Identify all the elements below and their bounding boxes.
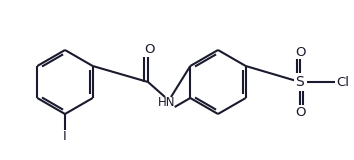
Text: O: O [295, 105, 305, 119]
Text: I: I [63, 129, 67, 143]
Text: HN: HN [158, 96, 176, 108]
Text: S: S [296, 75, 304, 89]
Text: O: O [295, 45, 305, 59]
Text: O: O [144, 43, 154, 56]
Text: Cl: Cl [337, 76, 349, 88]
